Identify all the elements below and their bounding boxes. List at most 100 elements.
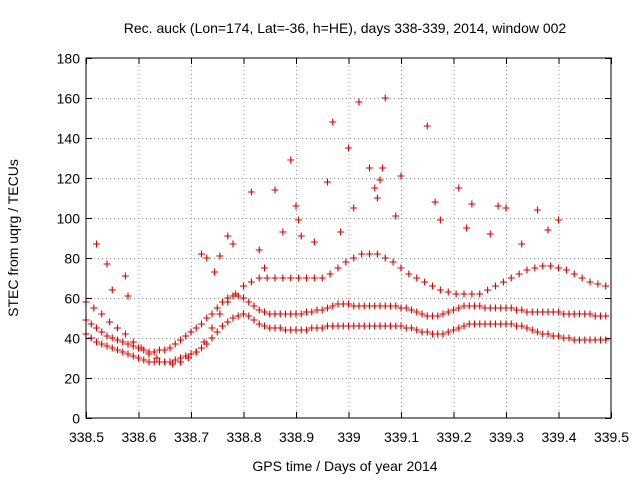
data-point bbox=[366, 250, 373, 258]
data-point bbox=[171, 356, 179, 364]
data-point bbox=[518, 306, 526, 314]
data-point bbox=[355, 98, 363, 106]
data-point bbox=[303, 326, 310, 334]
data-point bbox=[87, 320, 95, 328]
data-point bbox=[192, 324, 200, 332]
data-point bbox=[103, 260, 111, 268]
data-point bbox=[150, 348, 158, 356]
data-point bbox=[450, 326, 457, 334]
data-point bbox=[431, 198, 439, 206]
data-point bbox=[468, 200, 476, 208]
data-point bbox=[534, 328, 541, 336]
data-point bbox=[279, 228, 287, 236]
data-point bbox=[376, 176, 384, 184]
data-point bbox=[439, 310, 447, 318]
y-tick-label: 180 bbox=[57, 51, 81, 67]
data-point bbox=[413, 308, 421, 316]
data-point bbox=[444, 328, 452, 336]
data-point bbox=[492, 282, 499, 290]
data-point bbox=[216, 252, 224, 260]
data-point bbox=[463, 224, 471, 232]
y-tick-label: 0 bbox=[72, 411, 80, 427]
data-point bbox=[544, 226, 552, 234]
data-point bbox=[418, 310, 426, 318]
data-point bbox=[108, 334, 116, 342]
data-point bbox=[397, 172, 405, 180]
data-point bbox=[124, 292, 132, 300]
data-point bbox=[219, 322, 226, 330]
data-point bbox=[555, 216, 562, 224]
data-point bbox=[555, 264, 562, 272]
data-point bbox=[229, 314, 237, 322]
data-point bbox=[507, 304, 515, 312]
data-point bbox=[455, 304, 463, 312]
data-point bbox=[342, 258, 350, 266]
y-tick-label: 40 bbox=[64, 331, 80, 347]
data-point bbox=[177, 358, 184, 366]
data-point bbox=[213, 328, 221, 336]
y-tick-label: 60 bbox=[64, 291, 80, 307]
data-point bbox=[518, 322, 526, 330]
data-point bbox=[108, 286, 116, 294]
data-point bbox=[565, 334, 573, 342]
data-point bbox=[460, 290, 468, 298]
data-point bbox=[271, 186, 279, 194]
data-point bbox=[345, 144, 352, 152]
data-point bbox=[234, 312, 242, 320]
data-point bbox=[121, 272, 129, 280]
x-tick-label: 339.4 bbox=[541, 429, 576, 445]
data-point bbox=[434, 312, 442, 320]
data-point bbox=[444, 288, 452, 296]
data-point bbox=[169, 360, 177, 368]
x-tick-label: 339.1 bbox=[384, 429, 419, 445]
data-point bbox=[602, 282, 610, 290]
data-point bbox=[250, 302, 258, 310]
data-point bbox=[389, 258, 397, 266]
data-point bbox=[98, 310, 106, 318]
data-point bbox=[523, 324, 531, 332]
data-point bbox=[240, 282, 247, 290]
data-point bbox=[555, 308, 562, 316]
data-point bbox=[255, 246, 263, 254]
data-point bbox=[329, 118, 337, 126]
data-point bbox=[98, 328, 106, 336]
data-point bbox=[106, 318, 114, 326]
data-point bbox=[423, 328, 431, 336]
data-point bbox=[578, 274, 586, 282]
data-point bbox=[271, 274, 279, 282]
data-points bbox=[82, 94, 610, 368]
chart-title: Rec. auck (Lon=174, Lat=-36, h=HE), days… bbox=[124, 20, 567, 36]
data-point bbox=[528, 326, 536, 334]
data-point bbox=[429, 282, 436, 290]
data-point bbox=[594, 280, 602, 288]
data-point bbox=[408, 324, 415, 332]
data-point bbox=[93, 324, 100, 332]
data-point bbox=[247, 278, 255, 286]
data-point bbox=[562, 266, 570, 274]
x-axis-label: GPS time / Days of year 2014 bbox=[252, 458, 437, 474]
data-point bbox=[392, 302, 400, 310]
data-point bbox=[203, 254, 211, 262]
data-point bbox=[124, 350, 132, 358]
data-point bbox=[413, 274, 421, 282]
data-point bbox=[245, 312, 253, 320]
data-point bbox=[494, 202, 502, 210]
data-point bbox=[507, 320, 515, 328]
data-point bbox=[373, 250, 381, 258]
y-tick-label: 80 bbox=[64, 251, 80, 267]
data-point bbox=[213, 304, 221, 312]
x-tick-label: 338.6 bbox=[121, 429, 156, 445]
data-point bbox=[534, 206, 541, 214]
data-point bbox=[455, 324, 463, 332]
data-point bbox=[119, 348, 127, 356]
data-point bbox=[531, 264, 539, 272]
x-tick-label: 338.8 bbox=[226, 429, 261, 445]
data-point bbox=[161, 346, 169, 354]
data-point bbox=[166, 344, 174, 352]
data-point bbox=[366, 164, 373, 172]
data-point bbox=[297, 232, 305, 240]
data-point bbox=[586, 310, 594, 318]
data-point bbox=[310, 238, 318, 246]
y-tick-label: 140 bbox=[57, 131, 81, 147]
data-point bbox=[358, 250, 366, 258]
